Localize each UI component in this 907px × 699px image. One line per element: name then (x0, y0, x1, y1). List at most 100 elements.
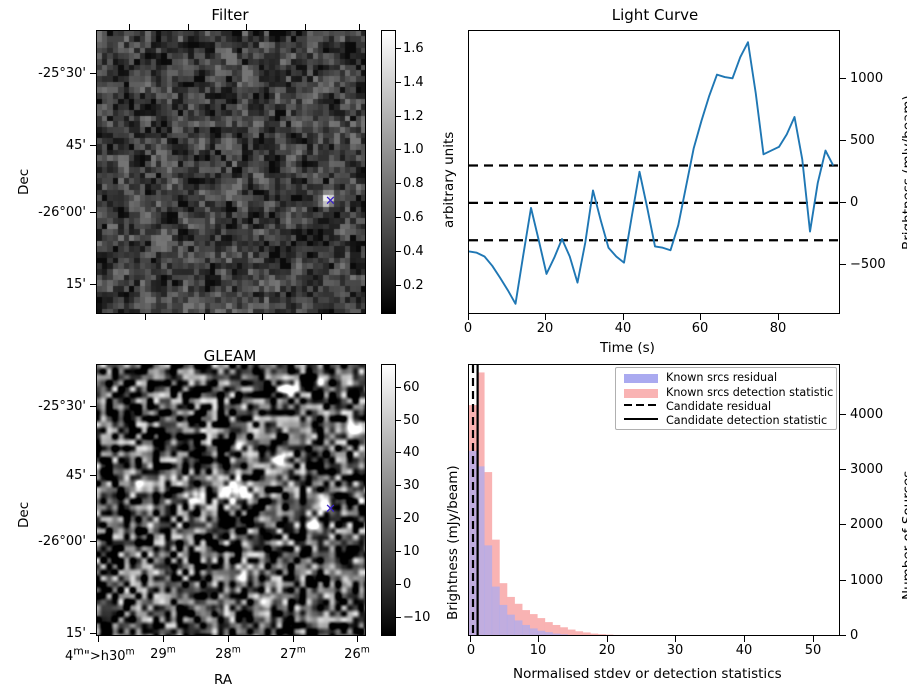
filter-ytick-0 (90, 73, 96, 75)
filter-xtick-bot-0 (145, 314, 147, 320)
filter-cblabel-2: 0.6 (403, 210, 424, 225)
filter-ytick-label-1: 45' (65, 138, 86, 153)
filter-ytick-label-0: -25°30' (38, 66, 86, 81)
lc-ytick-0 (840, 264, 846, 266)
filter-cbtick-4 (396, 149, 401, 150)
gleam-cbtick-0 (396, 617, 401, 618)
lc-ytick-3 (840, 78, 846, 80)
gleam-xlabel-1: 29m (150, 645, 176, 663)
filter-image-axes[interactable]: ✕ (96, 30, 366, 314)
gleam-cblabel-0: −10 (403, 610, 431, 625)
gleam-ylabel-1: 45' (65, 468, 86, 483)
gleam-ytick-0 (90, 406, 96, 408)
histogram-bar (590, 633, 599, 635)
lc-xaxis-label: Time (s) (600, 340, 655, 356)
gleam-source-marker: ✕ (325, 502, 336, 517)
filter-ytick-3 (90, 284, 96, 286)
lc-xlabel-2: 40 (614, 321, 632, 336)
histogram-bar (499, 604, 508, 635)
hist-xtick-4 (744, 636, 746, 642)
filter-xtick-bot-2 (262, 314, 264, 320)
filter-cblabel-0: 0.2 (403, 278, 424, 293)
gleam-image-axes[interactable]: ✕ (96, 364, 366, 636)
gleam-ytick-1 (90, 475, 96, 477)
gleam-cbtick-6 (396, 420, 401, 421)
histogram-bar (514, 620, 523, 635)
filter-noise-image (97, 31, 365, 313)
filter-cblabel-7: 1.6 (403, 41, 424, 56)
gleam-ylabel-0: -25°30' (38, 399, 86, 414)
gleam-ylabel-3: 15' (65, 626, 86, 641)
gleam-cblabel-5: 40 (403, 445, 420, 460)
gleam-xaxis-label: RA (214, 672, 233, 688)
gleam-cblabel-1: 0 (403, 577, 412, 592)
histogram-bar (484, 545, 493, 635)
histogram-bar (552, 633, 561, 635)
histogram-bar (605, 634, 614, 635)
gleam-cblabel-2: 10 (403, 544, 420, 559)
lc-ylabel-2: 500 (850, 133, 875, 148)
hist-xlabel-3: 30 (666, 643, 684, 658)
histogram-bar (529, 614, 538, 635)
lc-xtick-4 (778, 314, 780, 320)
histogram-bar (522, 624, 531, 635)
lc-ylabel-0: −500 (850, 257, 886, 272)
histogram-bar (559, 634, 568, 635)
lc-xtick-0 (468, 314, 470, 320)
histogram-bar (567, 629, 576, 635)
filter-xtick-top-3 (305, 24, 307, 30)
hist-xtick-2 (607, 636, 609, 642)
hist-ylabel-4: 4000 (850, 407, 884, 422)
lc-xlabel-1: 20 (536, 321, 554, 336)
histogram-bar (476, 466, 485, 635)
histogram-axes[interactable] (468, 364, 840, 636)
gleam-xlabel-4: 26m (344, 645, 370, 663)
histogram-plot (469, 365, 621, 636)
filter-source-marker: ✕ (325, 194, 336, 209)
legend-swatch-residual (624, 374, 658, 383)
filter-cbtick-0 (396, 285, 401, 286)
lightcurve-plot (469, 41, 839, 305)
filter-cblabel-3: 0.8 (403, 176, 424, 191)
histogram-bar (612, 634, 621, 635)
filter-cbtick-3 (396, 183, 401, 184)
histogram-bar (537, 630, 546, 635)
histogram-bar (597, 634, 606, 635)
filter-title: Filter (211, 6, 249, 24)
lightcurve-title: Light Curve (611, 6, 699, 24)
lc-yaxis-label: Brightness (mJy/beam) (900, 95, 907, 250)
legend-swatch-candidate-residual (624, 404, 658, 406)
hist-xtick-3 (675, 636, 677, 642)
lc-ytick-2 (840, 140, 846, 142)
hist-ylabel-3: 3000 (850, 462, 884, 477)
hist-ytick-3 (840, 469, 846, 471)
histogram-bar (529, 628, 538, 635)
histogram-series-0 (469, 450, 583, 636)
histogram-bar (491, 586, 500, 635)
gleam-xtick-3 (293, 636, 295, 642)
gleam-cbtick-1 (396, 584, 401, 585)
hist-ylabel-1: 1000 (850, 573, 884, 588)
gleam-xtick-2 (228, 636, 230, 642)
gleam-title: GLEAM (203, 347, 257, 365)
histogram-bar (537, 618, 546, 635)
filter-xtick-bot-1 (204, 314, 206, 320)
histogram-bar (514, 603, 523, 635)
hist-ytick-1 (840, 580, 846, 582)
gleam-cblabel-6: 50 (403, 413, 420, 428)
gleam-xtick-0 (98, 636, 100, 642)
histogram-bar (575, 635, 583, 636)
histogram-bar (469, 450, 477, 635)
filter-cbtick-6 (396, 82, 401, 83)
legend-label-residual: Known srcs residual (666, 371, 778, 384)
histogram-bar (506, 614, 515, 635)
filter-ytick-2 (90, 212, 96, 214)
histogram-bar (575, 631, 584, 635)
gleam-ytick-2 (90, 541, 96, 543)
lightcurve-axes[interactable] (468, 30, 840, 314)
filter-xtick-top-0 (129, 24, 131, 30)
filter-ytick-1 (90, 145, 96, 147)
lightcurve-series (469, 41, 835, 305)
filter-ylabel: Dec (16, 168, 32, 195)
